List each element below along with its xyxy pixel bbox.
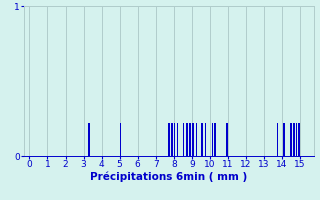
- Bar: [296, 123, 297, 156]
- X-axis label: Précipitations 6min ( mm ): Précipitations 6min ( mm ): [90, 172, 247, 182]
- Bar: [187, 123, 188, 156]
- Bar: [168, 123, 170, 156]
- Bar: [192, 123, 194, 156]
- Bar: [214, 123, 216, 156]
- Bar: [171, 123, 173, 156]
- Bar: [277, 123, 278, 156]
- Bar: [201, 123, 203, 156]
- Bar: [189, 123, 191, 156]
- Bar: [183, 123, 185, 156]
- Bar: [204, 123, 206, 156]
- Bar: [293, 123, 295, 156]
- Bar: [120, 123, 121, 156]
- Bar: [298, 123, 300, 156]
- Bar: [283, 123, 285, 156]
- Bar: [290, 123, 292, 156]
- Bar: [174, 123, 175, 156]
- Bar: [88, 123, 90, 156]
- Bar: [212, 123, 213, 156]
- Bar: [226, 123, 228, 156]
- Bar: [177, 123, 178, 156]
- Bar: [196, 123, 197, 156]
